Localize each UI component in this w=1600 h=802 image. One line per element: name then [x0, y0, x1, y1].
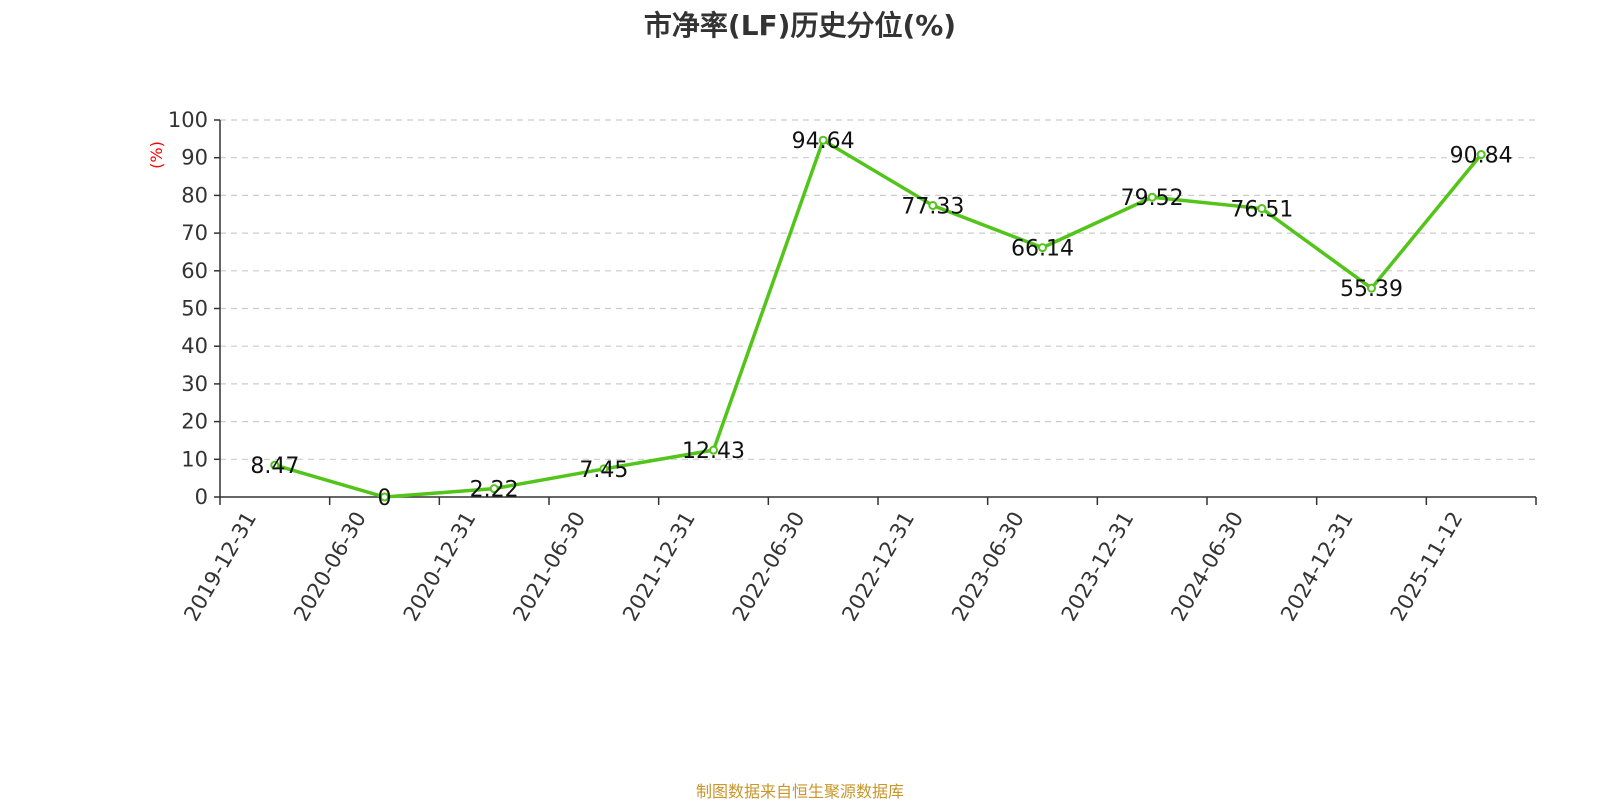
x-tick-label: 2024-06-30 — [1166, 508, 1248, 626]
y-tick-label: 70 — [181, 221, 208, 245]
y-tick-label: 20 — [181, 410, 208, 434]
data-label: 79.52 — [1121, 186, 1184, 211]
series-line — [274, 138, 1483, 499]
data-point — [818, 135, 828, 145]
data-label: 0 — [378, 486, 392, 511]
data-label: 90.84 — [1450, 144, 1513, 169]
y-tick-labels: 0 10 20 30 40 50 60 70 80 90 100 — [168, 108, 208, 509]
data-point — [380, 492, 389, 502]
chart-title: 市净率(LF)历史分位(%) — [643, 9, 957, 42]
y-tick-label: 10 — [181, 447, 208, 471]
x-tick-label: 2023-12-31 — [1057, 508, 1139, 626]
data-label: 2.22 — [470, 478, 519, 503]
data-point — [1147, 192, 1157, 202]
y-axis-label: (%) — [147, 141, 166, 169]
data-point — [1257, 204, 1267, 214]
x-tick-label: 2019-12-31 — [179, 508, 261, 626]
data-label: 7.45 — [579, 458, 628, 483]
x-tick-label: 2022-06-30 — [728, 508, 810, 626]
data-point — [1476, 150, 1486, 160]
x-tick-label: 2023-06-30 — [947, 508, 1029, 626]
source-note: 制图数据来自恒生聚源数据库 — [695, 782, 904, 801]
y-tick-label: 30 — [181, 372, 208, 396]
x-tick-label: 2025-11-12 — [1386, 508, 1468, 626]
data-point — [1038, 243, 1047, 253]
data-label: 55.39 — [1340, 277, 1403, 302]
y-tick-label: 40 — [181, 334, 208, 358]
y-tick-label: 60 — [181, 259, 208, 283]
data-label: 12.43 — [682, 439, 745, 464]
series-line-layer — [274, 138, 1483, 499]
data-label: 76.51 — [1230, 198, 1293, 223]
y-tick-label: 50 — [181, 297, 208, 321]
data-point — [270, 460, 280, 470]
data-point — [599, 464, 609, 474]
data-label: 8.47 — [250, 454, 299, 479]
data-point — [1367, 283, 1376, 293]
x-tick-label: 2020-06-30 — [289, 508, 371, 626]
data-label: 66.14 — [1011, 237, 1074, 262]
x-tick-label: 2024-12-31 — [1276, 508, 1358, 626]
y-tick-label: 90 — [181, 146, 208, 170]
data-points — [270, 135, 1486, 502]
data-point — [709, 445, 718, 455]
y-tick-label: 0 — [195, 485, 208, 509]
x-tick-labels: 2019-12-31 2020-06-30 2020-12-31 2021-06-30… — [179, 507, 1467, 625]
x-tick-label: 2020-12-31 — [399, 507, 481, 625]
x-tick-label: 2021-06-30 — [508, 508, 590, 626]
data-point — [928, 200, 938, 210]
x-tick-label: 2022-12-31 — [837, 507, 919, 625]
data-label: 94.64 — [792, 129, 855, 154]
data-label: 77.33 — [901, 194, 964, 219]
data-point — [489, 484, 499, 494]
y-tick-label: 80 — [181, 183, 208, 207]
x-tick-label: 2021-12-31 — [618, 508, 700, 626]
data-labels: 8.47 0 2.22 7.45 12.43 94.64 77.33 66.14 79.52 76… — [250, 129, 1512, 511]
y-tick-label: 100 — [168, 108, 208, 132]
axes — [214, 119, 1537, 505]
